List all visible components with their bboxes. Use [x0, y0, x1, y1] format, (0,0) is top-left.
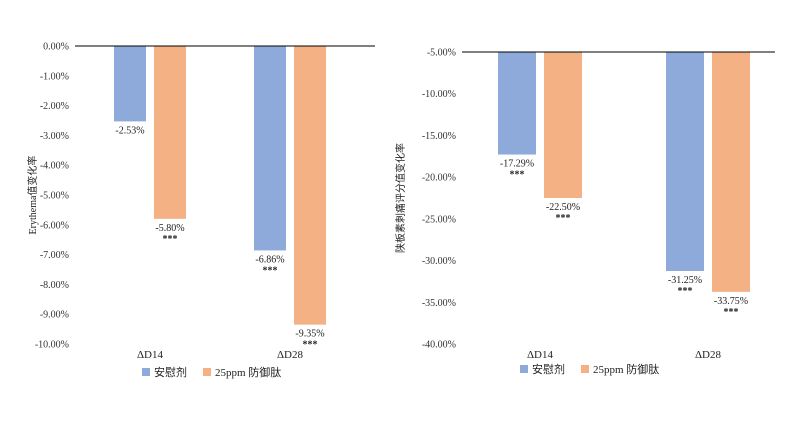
bar	[666, 52, 704, 271]
y-axis-label: 陕板素刺痛评分值变化率	[394, 143, 407, 253]
significance-marker: ***	[163, 234, 178, 245]
bar	[254, 46, 286, 251]
significance-marker: ***	[303, 340, 318, 351]
data-label: -33.75%	[714, 296, 748, 307]
legend-label: 25ppm 防御肽	[215, 365, 281, 379]
y-tick-label: -10.00%	[35, 340, 69, 351]
data-label: -22.50%	[546, 202, 580, 213]
bar	[114, 46, 146, 122]
legend-swatch	[203, 368, 211, 376]
x-category-label: ΔD28	[277, 349, 304, 361]
data-label: -6.86%	[255, 254, 284, 265]
data-label: -2.53%	[115, 125, 144, 136]
data-label: -9.35%	[295, 329, 324, 340]
y-tick-label: -3.00%	[40, 131, 69, 142]
y-tick-label: -8.00%	[40, 280, 69, 291]
y-tick-label: 0.00%	[43, 42, 69, 53]
y-tick-label: -35.00%	[422, 298, 456, 309]
bar	[498, 52, 536, 155]
data-label: -5.80%	[155, 223, 184, 234]
y-tick-label: -25.00%	[422, 214, 456, 225]
data-label: -31.25%	[668, 275, 702, 286]
legend-swatch	[581, 365, 589, 373]
legend-label: 安慰剂	[532, 362, 565, 376]
legend-swatch	[520, 365, 528, 373]
y-tick-label: -4.00%	[40, 161, 69, 172]
y-tick-label: -15.00%	[422, 131, 456, 142]
significance-marker: ***	[678, 286, 693, 297]
y-tick-label: -9.00%	[40, 310, 69, 321]
legend-label: 安慰剂	[154, 365, 187, 379]
data-label: -17.29%	[500, 159, 534, 170]
y-tick-label: -2.00%	[40, 101, 69, 112]
bar	[294, 46, 326, 325]
y-tick-label: -10.00%	[422, 89, 456, 100]
x-category-label: ΔD28	[695, 349, 722, 361]
y-tick-label: -20.00%	[422, 173, 456, 184]
y-tick-label: -40.00%	[422, 340, 456, 351]
y-tick-label: -5.00%	[427, 48, 456, 59]
x-category-label: ΔD14	[527, 349, 554, 361]
y-axis-label: Erythema值变化率	[26, 156, 39, 235]
y-tick-label: -7.00%	[40, 250, 69, 261]
y-tick-label: -1.00%	[40, 71, 69, 82]
bar	[154, 46, 186, 219]
bar	[544, 52, 582, 198]
bar	[712, 52, 750, 292]
y-tick-label: -30.00%	[422, 256, 456, 267]
legend-swatch	[142, 368, 150, 376]
y-tick-label: -6.00%	[40, 220, 69, 231]
y-tick-label: -5.00%	[40, 191, 69, 202]
significance-marker: ***	[263, 265, 278, 276]
x-category-label: ΔD14	[137, 349, 164, 361]
significance-marker: ***	[724, 307, 739, 318]
legend-label: 25ppm 防御肽	[593, 362, 659, 376]
significance-marker: ***	[556, 213, 571, 224]
significance-marker: ***	[510, 170, 525, 181]
